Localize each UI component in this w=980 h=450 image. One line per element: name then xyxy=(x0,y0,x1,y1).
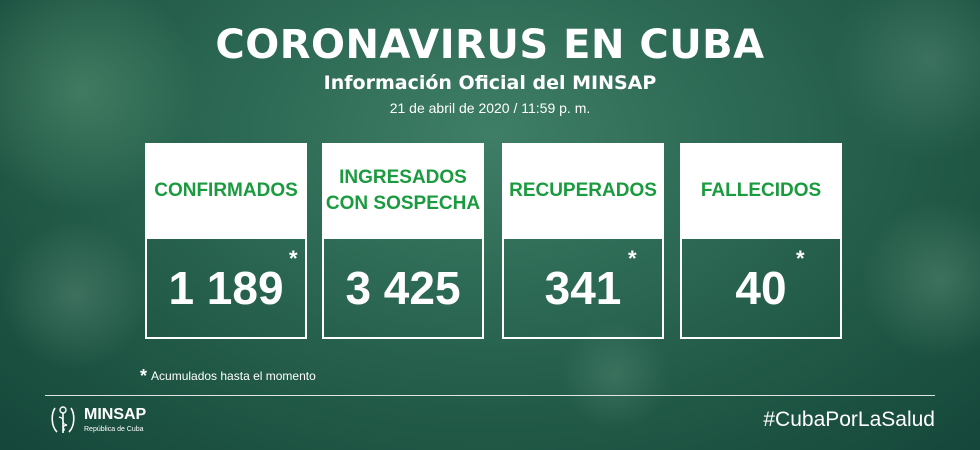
card-value-box: 341 xyxy=(502,239,664,339)
page-title: CORONAVIRUS EN CUBA xyxy=(215,22,765,68)
report-date: 21 de abril de 2020 / 11:59 p. m. xyxy=(389,100,591,116)
divider xyxy=(45,395,935,396)
minsap-logo: MINSAP República de Cuba xyxy=(48,404,178,440)
card-fallecidos: FALLECIDOS 40 * xyxy=(680,143,842,339)
asterisk-mark: * xyxy=(289,246,298,271)
footnote-asterisk: * xyxy=(140,366,148,386)
card-recuperados: RECUPERADOS 341 * xyxy=(502,143,664,339)
card-value-box: 1 189 xyxy=(145,239,307,339)
footnote-text: Acumulados hasta el momento xyxy=(151,369,316,383)
card-value: 3 425 xyxy=(345,262,461,314)
card-label: RECUPERADOS xyxy=(502,143,664,239)
card-label: INGRESADOS CON SOSPECHA xyxy=(322,143,484,239)
page-subtitle: Información Oficial del MINSAP xyxy=(323,72,657,94)
card-ingresados: INGRESADOS CON SOSPECHA 3 425 xyxy=(322,143,484,339)
card-confirmados: CONFIRMADOS 1 189 * xyxy=(145,143,307,339)
asterisk-mark: * xyxy=(628,246,637,271)
card-label: FALLECIDOS xyxy=(680,143,842,239)
minsap-emblem-icon xyxy=(51,406,75,433)
card-value: 40 xyxy=(735,262,787,314)
logo-subtitle: República de Cuba xyxy=(84,426,144,433)
card-label: CONFIRMADOS xyxy=(145,143,307,239)
card-value-box: 3 425 xyxy=(322,239,484,339)
card-value: 341 xyxy=(544,262,622,314)
logo-name: MINSAP xyxy=(84,406,147,423)
virus-icon xyxy=(860,200,980,360)
card-value: 1 189 xyxy=(168,262,284,314)
footnote: * Acumulados hasta el momento xyxy=(140,366,316,387)
hashtag: #CubaPorLaSalud xyxy=(763,408,935,431)
virus-icon xyxy=(0,220,150,370)
card-value-box: 40 xyxy=(680,239,842,339)
asterisk-mark: * xyxy=(796,246,805,271)
